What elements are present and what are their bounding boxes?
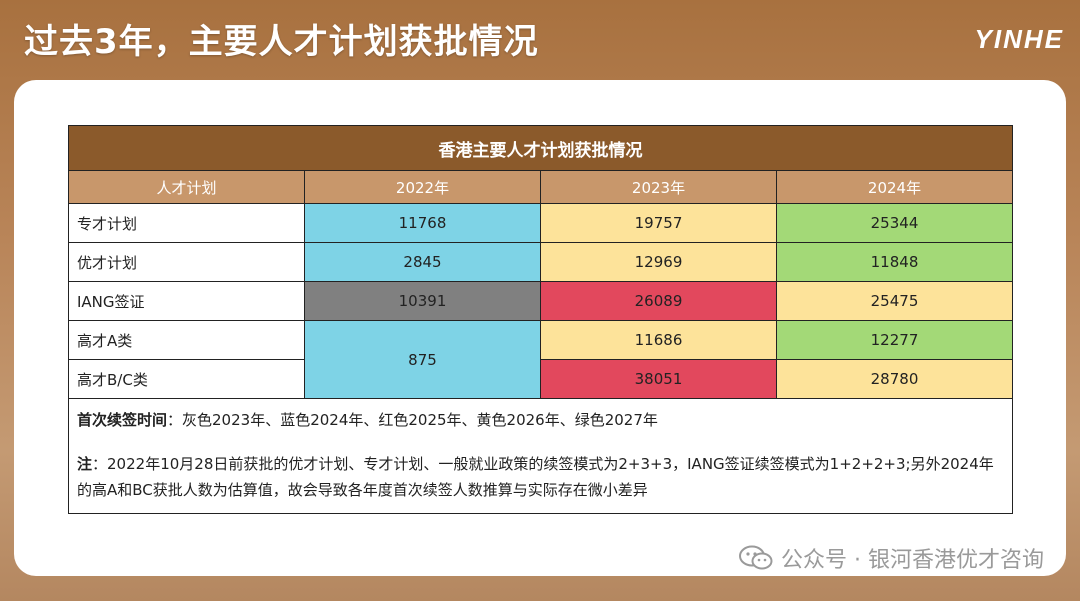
table-row: 优才计划 2845 12969 11848 [68, 242, 1013, 282]
table-row: 高才B/C类 38051 28780 [68, 359, 1013, 399]
table-cell: 12969 [540, 242, 777, 282]
watermark: 公众号 · 银河香港优才咨询 [739, 542, 1044, 574]
table-title-row: 香港主要人才计划获批情况 [68, 125, 1013, 171]
table-cell: 26089 [540, 281, 777, 321]
table-cell: 19757 [540, 203, 777, 243]
table-title: 香港主要人才计划获批情况 [68, 125, 1013, 171]
row-label: 高才A类 [68, 320, 305, 360]
table-row: IANG签证 10391 26089 25475 [68, 281, 1013, 321]
table-cell-merged: 875 [304, 320, 541, 399]
table-cell: 11848 [776, 242, 1013, 282]
row-label: 专才计划 [68, 203, 305, 243]
brand-logo: YINHE [974, 24, 1064, 54]
column-header: 人才计划 [68, 170, 305, 204]
footnote-label: 注 [77, 455, 93, 473]
column-header: 2023年 [540, 170, 777, 204]
row-label: IANG签证 [68, 281, 305, 321]
table-cell: 11768 [304, 203, 541, 243]
notes-row: 首次续签时间：灰色2023年、蓝色2024年、红色2025年、黄色2026年、绿… [68, 398, 1013, 514]
column-header: 2022年 [304, 170, 541, 204]
footnote: 注：2022年10月28日前获批的优才计划、专才计划、一般就业政策的续签模式为2… [77, 451, 1004, 503]
table-row: 专才计划 11768 19757 25344 [68, 203, 1013, 243]
table-cell: 2845 [304, 242, 541, 282]
notes-cell: 首次续签时间：灰色2023年、蓝色2024年、红色2025年、黄色2026年、绿… [68, 398, 1013, 514]
footnote-text: ：2022年10月28日前获批的优才计划、专才计划、一般就业政策的续签模式为2+… [77, 455, 994, 499]
renewal-text: ：灰色2023年、蓝色2024年、红色2025年、黄色2026年、绿色2027年 [167, 411, 658, 429]
watermark-text: 公众号 · 银河香港优才咨询 [781, 548, 1044, 573]
table-header-row: 人才计划 2022年 2023年 2024年 [68, 170, 1013, 204]
renewal-note: 首次续签时间：灰色2023年、蓝色2024年、红色2025年、黄色2026年、绿… [77, 407, 1004, 433]
wechat-icon [739, 545, 773, 570]
page-title: 过去3年，主要人才计划获批情况 [24, 22, 539, 62]
row-label: 高才B/C类 [68, 359, 305, 399]
renewal-label: 首次续签时间 [77, 411, 168, 429]
table-cell: 12277 [776, 320, 1013, 360]
talent-table: 香港主要人才计划获批情况 人才计划 2022年 2023年 2024年 专才计划… [68, 125, 1013, 514]
table-row: 高才A类 875 11686 12277 [68, 320, 1013, 399]
table-cell: 10391 [304, 281, 541, 321]
table-cell: 11686 [540, 320, 777, 360]
table-cell: 25475 [776, 281, 1013, 321]
table-cell: 25344 [776, 203, 1013, 243]
row-label: 优才计划 [68, 242, 305, 282]
table-cell: 38051 [540, 359, 777, 399]
column-header: 2024年 [776, 170, 1013, 204]
table-cell: 28780 [776, 359, 1013, 399]
